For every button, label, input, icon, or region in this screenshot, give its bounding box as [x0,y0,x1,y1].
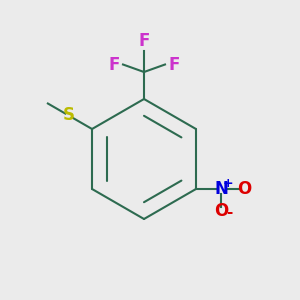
Text: F: F [138,32,150,50]
Text: O: O [237,180,251,198]
Text: +: + [223,177,234,190]
Text: -: - [226,206,232,220]
Text: O: O [214,202,229,220]
Text: S: S [63,106,75,124]
Text: F: F [168,56,179,74]
Text: N: N [214,180,228,198]
Text: F: F [109,56,120,74]
